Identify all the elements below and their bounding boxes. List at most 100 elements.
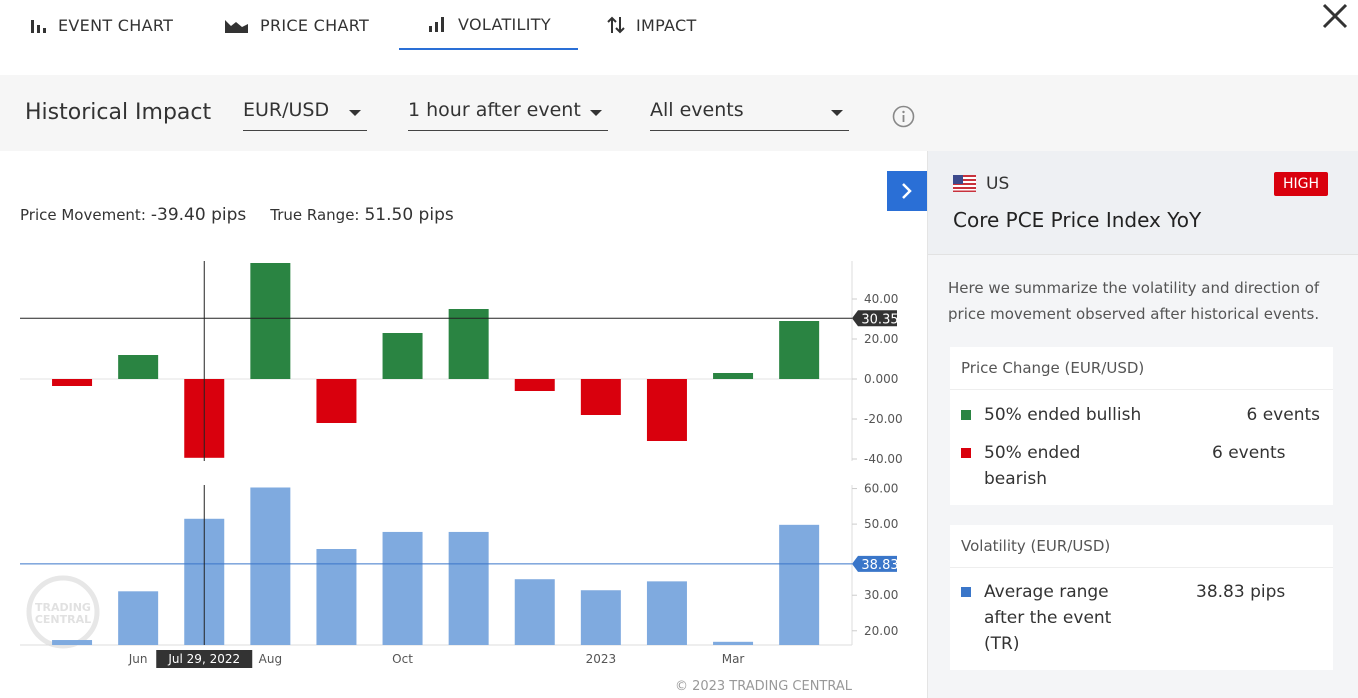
icon (607, 16, 625, 34)
stat-label: True Range: (269, 206, 359, 224)
card-title: Price Change (EUR/USD) (950, 347, 1333, 390)
tab-label: VOLATILITY (458, 14, 551, 34)
bar (316, 379, 357, 423)
x-tick-label: Aug (259, 652, 282, 666)
country: US (986, 174, 1010, 194)
bar (118, 355, 159, 379)
bar (779, 321, 820, 379)
dropdown-value: EUR/USD (243, 99, 330, 121)
bar (382, 333, 423, 379)
footer: © 2023 TRADING CENTRAL (675, 679, 853, 694)
toolbar: Historical Impact EUR/USD 1 hour after e… (0, 75, 1358, 151)
event-title: Core PCE Price Index YoY (953, 208, 1202, 232)
stat-row: 50% ended bullish 6 events (950, 402, 1333, 428)
stat-row: 50% ended bearish 6 events (950, 440, 1286, 492)
currency-dropdown[interactable]: EUR/USD (243, 97, 367, 131)
bar (250, 263, 291, 379)
y-tick-label: 40.00 (864, 292, 898, 306)
bar (382, 531, 423, 645)
bar (514, 379, 555, 391)
card-title: Volatility (EUR/USD) (950, 525, 1333, 568)
impact-badge: HIGH (1273, 172, 1328, 196)
row-value: 6 events (1246, 405, 1321, 425)
y-tick-label: 0.000 (864, 372, 898, 386)
row-label: Average range after the event (TR) (984, 582, 1112, 654)
dropdown-value: All events (650, 99, 744, 121)
value-badge-label: 30.35 (861, 312, 898, 327)
tab[interactable]: VOLATILITY (399, 0, 578, 50)
bar (52, 640, 93, 645)
icon (31, 20, 46, 33)
close-button[interactable] (1321, 2, 1349, 30)
card: Volatility (EUR/USD) Average range after… (950, 525, 1333, 670)
stat-label: Price Movement: (20, 206, 146, 224)
value-badge (852, 555, 897, 572)
panel-header: US HIGH Core PCE Price Index YoY (928, 151, 1358, 255)
y-tick-label: 20.00 (864, 624, 898, 638)
bar (514, 579, 555, 645)
card: Price Change (EUR/USD) 50% ended bullish… (950, 347, 1333, 505)
icon (902, 183, 912, 199)
row-label: 50% ended bullish (984, 405, 1142, 425)
x-tick-label: Oct (392, 652, 413, 666)
bar (316, 549, 357, 645)
stat-value: 51.50 pips (364, 205, 453, 225)
x-tick-label: 2023 (586, 652, 617, 666)
crosshair-label: Jul 29, 2022 (167, 652, 240, 666)
tab-label: PRICE CHART (260, 15, 370, 35)
y-tick-label: 60.00 (864, 482, 898, 496)
row-label: 50% ended bearish (984, 443, 1081, 489)
bar (646, 581, 687, 645)
bar (118, 591, 159, 645)
row-value: 38.83 pips (1196, 582, 1286, 602)
bar (713, 641, 754, 645)
description: Here we summarize the volatility and dir… (948, 279, 1320, 323)
watermark-text: TRADING (35, 601, 91, 614)
bar (713, 373, 754, 379)
y-tick-label: 20.00 (864, 332, 898, 346)
stat-label: Price Movement: -39.40 pips True Range: 51.… (20, 205, 454, 225)
bar (250, 487, 291, 645)
filter-dropdown[interactable]: All events (650, 97, 849, 131)
x-tick-label: Jun (128, 652, 148, 666)
bar (580, 379, 621, 415)
chart: Price Movement: -39.40 pips True Range: 51.… (20, 171, 927, 694)
value-badge (852, 310, 897, 327)
icon (429, 17, 444, 32)
tab[interactable]: EVENT CHART (30, 0, 173, 50)
watermark: TRADING CENTRAL (26, 575, 100, 649)
legend-swatch (961, 587, 971, 597)
bar (448, 531, 489, 645)
y-tick-label: 30.00 (864, 588, 898, 602)
side-panel: US HIGH Core PCE Price Index YoY Here we… (927, 151, 1358, 698)
timeframe-dropdown[interactable]: 1 hour after event (408, 97, 608, 131)
dropdown-value: 1 hour after event (408, 99, 581, 121)
bar (779, 524, 820, 645)
value-badge-label: 38.83 (861, 558, 898, 573)
row-value: 6 events (1212, 443, 1286, 463)
y-tick-label: 50.00 (864, 517, 898, 531)
icon (225, 20, 248, 33)
tab[interactable]: PRICE CHART (224, 0, 369, 50)
stat-row: Average range after the event (TR) 38.83 … (950, 579, 1285, 657)
y-tick-label: -40.00 (864, 452, 903, 466)
info-icon[interactable] (892, 105, 915, 128)
watermark-text: CENTRAL (35, 613, 91, 626)
tab[interactable]: IMPACT (606, 0, 697, 50)
flag-icon (953, 175, 976, 192)
expand-button[interactable] (887, 171, 927, 211)
tab-label: IMPACT (636, 15, 697, 35)
bar (580, 590, 621, 645)
bar (646, 379, 687, 441)
toolbar-title: Historical Impact (25, 100, 212, 125)
tab-label: EVENT CHART (58, 15, 174, 35)
bar (52, 379, 93, 386)
crosshair-badge (156, 650, 253, 668)
legend-swatch (961, 448, 971, 458)
y-tick-label: -20.00 (864, 412, 903, 426)
x-tick-label: Mar (722, 652, 745, 666)
stat-value: -39.40 pips (151, 205, 247, 225)
legend-swatch (961, 410, 971, 420)
bar (448, 309, 489, 379)
